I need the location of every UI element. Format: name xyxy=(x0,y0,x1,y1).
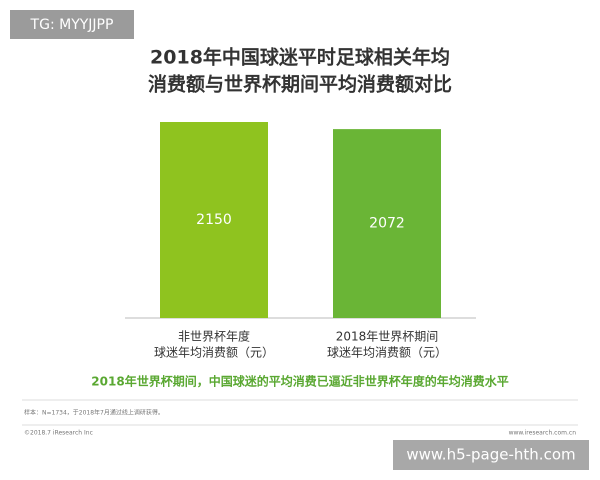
chart-title: 消费额与世界杯期间平均消费额对比 xyxy=(148,73,452,96)
x-tick-label: 球迷年均消费额（元） xyxy=(154,346,274,360)
copyright: ©2018.7 iResearch Inc xyxy=(24,430,93,437)
footnote: 样本：N=1734，于2018年7月通过线上调研获得。 xyxy=(24,409,164,417)
watermark: TG: MYYJJPP xyxy=(30,17,114,33)
x-tick-label: 2018年世界杯期间 xyxy=(336,330,439,344)
watermark-box xyxy=(10,10,134,39)
value-label: 2072 xyxy=(369,216,405,232)
bar xyxy=(333,129,441,318)
watermark: www.h5-page-hth.com xyxy=(406,446,575,464)
bar xyxy=(160,122,268,318)
x-tick-label: 非世界杯年度 xyxy=(178,329,250,344)
chart-title: 2018年中国球迷平时足球相关年均 xyxy=(150,46,450,69)
chart-subtitle: 2018年世界杯期间，中国球迷的平均消费已逼近非世界杯年度的年均消费水平 xyxy=(91,374,508,389)
watermark-box xyxy=(393,440,589,470)
site: www.iresearch.com.cn xyxy=(509,430,577,437)
value-label: 2150 xyxy=(196,212,232,228)
x-tick-label: 球迷年均消费额（元） xyxy=(327,346,447,360)
